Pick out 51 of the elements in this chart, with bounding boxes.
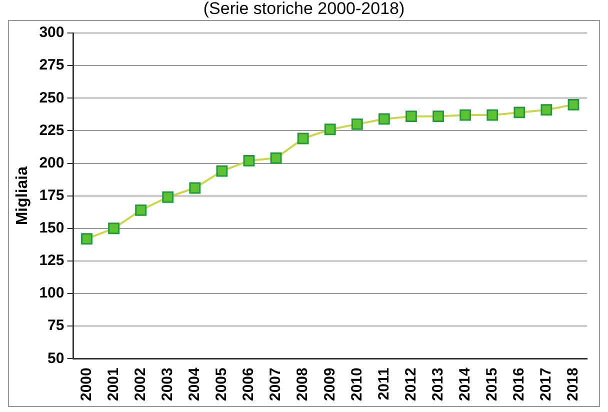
point xyxy=(135,204,147,216)
x-tick-label: 2006 xyxy=(240,368,258,402)
x-tick-label: 2013 xyxy=(429,368,446,402)
point xyxy=(568,98,580,110)
y-tick-label: 300 xyxy=(39,24,64,42)
x-tick-label: 2014 xyxy=(456,366,474,402)
x-tick-label: 2011 xyxy=(375,368,392,400)
point xyxy=(270,152,282,164)
y-tick-label: 125 xyxy=(39,252,64,270)
x-tick-label: 2002 xyxy=(132,368,149,402)
x-tick-label: 2003 xyxy=(159,368,176,402)
point xyxy=(351,118,363,130)
x-tick-label: 2015 xyxy=(484,368,500,402)
point xyxy=(81,233,92,244)
x-tick-label: 2000 xyxy=(78,368,95,402)
x-tick-label: 2005 xyxy=(213,368,230,402)
point xyxy=(432,110,444,122)
x-tick-label: 2001 xyxy=(104,368,122,402)
y-tick-label: 150 xyxy=(39,220,64,237)
y-tick-label: 250 xyxy=(39,89,64,106)
point xyxy=(216,165,228,177)
y-tick-label: 200 xyxy=(39,154,64,172)
y-tick-label: 225 xyxy=(39,122,64,139)
y-tick-label: 275 xyxy=(39,56,64,74)
point xyxy=(243,154,255,166)
point xyxy=(162,191,174,203)
point xyxy=(189,182,201,194)
y-axis-title: Migliaia xyxy=(14,166,32,226)
point xyxy=(540,104,552,116)
point xyxy=(108,222,120,234)
x-tick-label: 2004 xyxy=(186,366,204,402)
y-tick-label: 100 xyxy=(39,284,64,302)
x-tick-label: 2017 xyxy=(538,368,555,402)
point xyxy=(406,110,417,122)
point xyxy=(514,106,526,118)
x-tick-label: 2018 xyxy=(564,368,582,402)
x-tick-label: 2008 xyxy=(294,368,312,402)
chart-title: (Serie storiche 2000-2018) xyxy=(202,0,406,18)
x-tick-label: 2010 xyxy=(348,368,366,402)
point xyxy=(324,124,336,136)
x-tick-label: 2012 xyxy=(402,368,420,402)
y-tick-label: 75 xyxy=(48,317,64,334)
point xyxy=(378,113,390,125)
x-tick-label: 2009 xyxy=(321,368,338,402)
point xyxy=(297,132,309,144)
x-tick-label: 2007 xyxy=(267,368,284,402)
point xyxy=(460,109,472,121)
y-tick-label: 50 xyxy=(48,350,64,367)
point xyxy=(486,109,498,121)
y-tick-label: 175 xyxy=(39,186,64,204)
x-tick-label: 2016 xyxy=(510,368,528,402)
